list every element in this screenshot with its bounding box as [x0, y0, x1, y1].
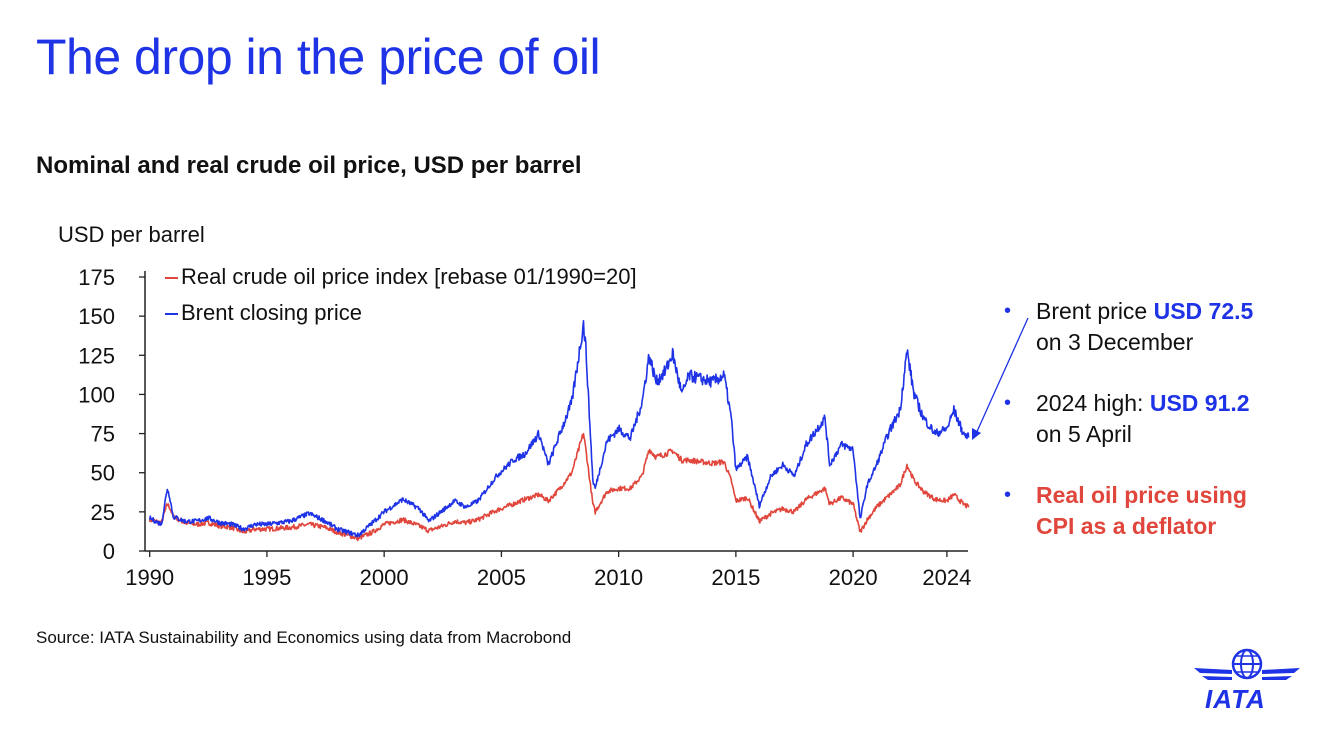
- x-tick-label: 2015: [711, 565, 760, 590]
- high-prefix: 2024 high:: [1036, 390, 1150, 416]
- brent-value: USD 72.5: [1153, 298, 1254, 324]
- y-tick-label: 150: [78, 304, 115, 329]
- y-tick-label: 75: [91, 422, 115, 447]
- high-date: on 5 April: [1036, 421, 1132, 447]
- y-tick-label: 125: [78, 343, 115, 368]
- y-axis-label: USD per barrel: [58, 222, 205, 247]
- high-value: USD 91.2: [1149, 390, 1250, 416]
- x-tick-label: 2010: [594, 565, 643, 590]
- y-tick-label: 100: [78, 382, 115, 407]
- x-tick-label: 1995: [242, 565, 291, 590]
- annotation-brent: • Brent price USD 72.5 on 3 December: [1004, 296, 1324, 358]
- legend-label: Brent closing price: [181, 300, 362, 325]
- x-tick-label: 2024: [922, 565, 971, 590]
- brent-prefix: Brent price: [1036, 298, 1154, 324]
- series-line-real: [148, 432, 970, 542]
- legend-label: Real crude oil price index [rebase 01/19…: [181, 264, 637, 289]
- source-note: Source: IATA Sustainability and Economic…: [36, 628, 572, 647]
- bullet-dot-icon: •: [1004, 300, 1012, 322]
- series-lines: [148, 320, 970, 542]
- x-tick-label: 2005: [477, 565, 526, 590]
- legend: Real crude oil price index [rebase 01/19…: [165, 264, 637, 325]
- arrow-head-icon: [972, 428, 981, 440]
- y-tick-label: 50: [91, 461, 115, 486]
- bullet-dot-icon: •: [1004, 392, 1012, 414]
- x-tick-label: 1990: [125, 565, 174, 590]
- y-tick-label: 25: [91, 500, 115, 525]
- bullet-dot-icon: •: [1004, 484, 1012, 506]
- y-tick-label: 175: [78, 265, 115, 290]
- annotation-real: • Real oil price using CPI as a deflator: [1004, 480, 1324, 542]
- slide-title: The drop in the price of oil: [36, 29, 601, 85]
- real-line2: CPI as a deflator: [1036, 513, 1217, 539]
- x-tick-label: 2020: [829, 565, 878, 590]
- series-line-brent: [148, 320, 970, 538]
- y-tick-label: 0: [103, 539, 115, 564]
- annotation-panel: • Brent price USD 72.5 on 3 December • 2…: [1004, 296, 1324, 572]
- chart-title: Nominal and real crude oil price, USD pe…: [36, 152, 582, 179]
- annotation-arrow: [974, 317, 1029, 437]
- annotation-high: • 2024 high: USD 91.2 on 5 April: [1004, 388, 1324, 450]
- axes: 0 25 50 75 100 125 150 175 1990 1995 2000 2005 2010 2…: [78, 265, 971, 590]
- iata-logo-text: IATA: [1205, 684, 1266, 714]
- x-tick-label: 2000: [360, 565, 409, 590]
- real-line1: Real oil price using: [1036, 482, 1247, 508]
- globe-wings-icon: [1194, 648, 1300, 680]
- brent-date: on 3 December: [1036, 329, 1194, 355]
